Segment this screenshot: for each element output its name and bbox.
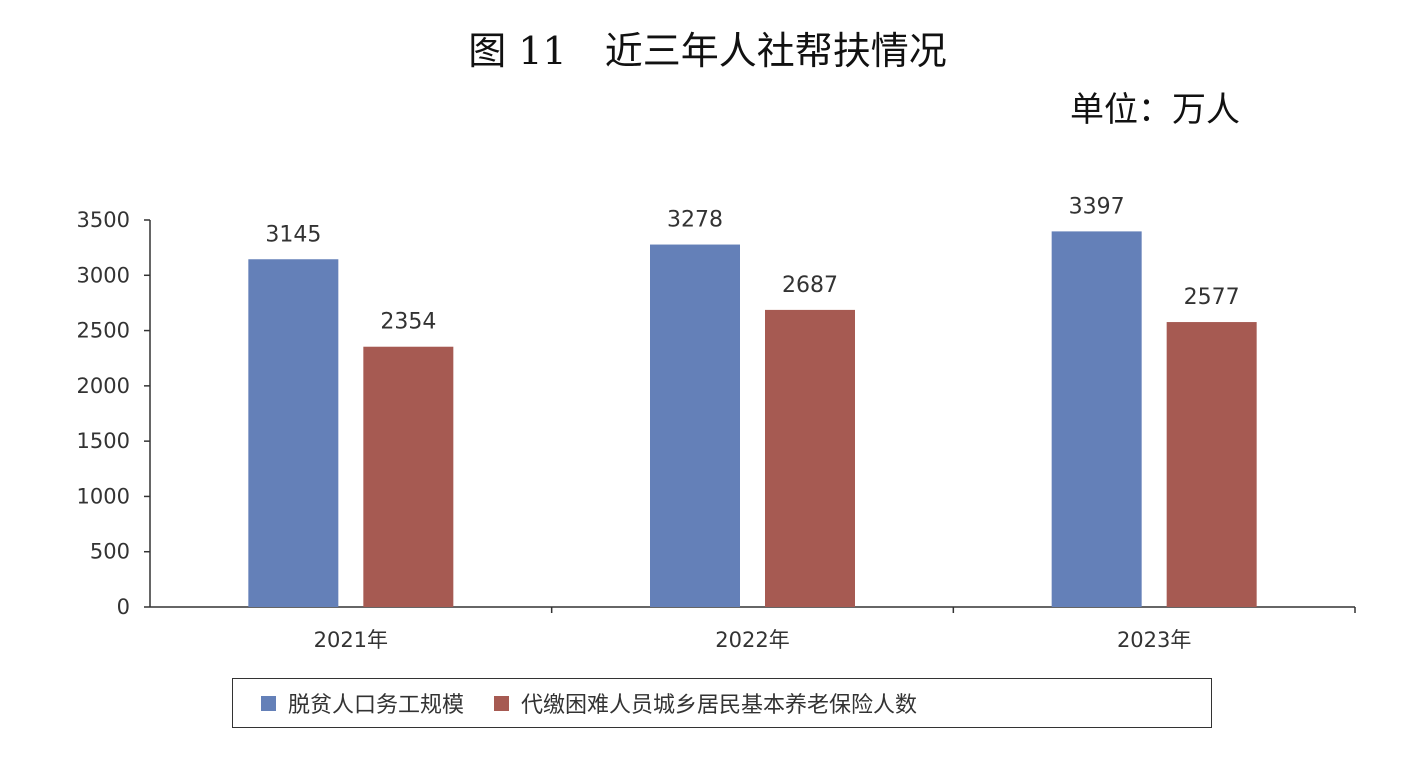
- bar: [1051, 231, 1142, 607]
- bar-value-label: 2577: [1184, 285, 1240, 310]
- y-tick-label: 3500: [77, 208, 130, 232]
- legend-label-series-2: 代缴困难人员城乡居民基本养老保险人数: [521, 693, 918, 718]
- bar: [248, 259, 339, 607]
- bar-value-label: 2687: [782, 273, 838, 298]
- y-tick-label: 500: [90, 540, 130, 564]
- bar: [765, 309, 855, 607]
- legend-swatch-series-2: [494, 695, 510, 711]
- legend-label-series-1: 脱贫人口务工规模: [288, 693, 465, 718]
- x-tick-label: 2023年: [1117, 628, 1191, 652]
- bar-value-label: 2354: [380, 310, 436, 335]
- legend-item-series-1: 脱贫人口务工规模: [261, 687, 464, 719]
- bar-value-label: 3145: [265, 222, 321, 247]
- y-tick-label: 0: [117, 595, 130, 619]
- bar-value-label: 3397: [1069, 194, 1125, 219]
- bar-value-label: 3278: [667, 208, 723, 233]
- chart-bars: [248, 231, 1257, 607]
- bar-chart: 0 500 1000 1500 2000 2500 3000 3500 3145 2354 202…: [77, 194, 1356, 652]
- chart-labels: 3145 2354 2021年 3278 2687 2022年 3397 2577 2023年: [265, 194, 1239, 652]
- y-tick-label: 3000: [77, 263, 130, 287]
- x-tick-label: 2021年: [314, 628, 388, 652]
- x-tick-label: 2022年: [715, 628, 789, 652]
- chart-legend: 脱贫人口务工规模 代缴困难人员城乡居民基本养老保险人数: [232, 678, 1212, 728]
- legend-item-series-2: 代缴困难人员城乡居民基本养老保险人数: [494, 687, 917, 719]
- y-tick-label: 2000: [77, 374, 130, 398]
- bar: [363, 346, 454, 607]
- bar: [650, 244, 740, 607]
- unit-label: 单位：万人: [1070, 90, 1240, 130]
- y-tick-label: 1500: [77, 429, 130, 453]
- y-tick-label: 1000: [77, 484, 130, 508]
- chart-axes: 0 500 1000 1500 2000 2500 3000 3500: [77, 208, 1356, 619]
- y-tick-label: 2500: [77, 319, 130, 343]
- chart-title: 图 11 近三年人社帮扶情况: [468, 29, 947, 73]
- bar: [1166, 322, 1257, 607]
- legend-swatch-series-1: [261, 695, 276, 711]
